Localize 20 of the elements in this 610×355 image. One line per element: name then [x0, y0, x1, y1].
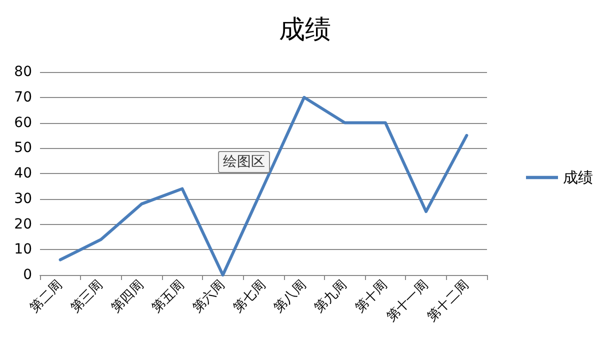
- y-tick-label: 10: [14, 242, 32, 258]
- legend-label: 成绩: [563, 168, 593, 186]
- y-tick-label: 70: [14, 89, 32, 106]
- y-tick-label: 30: [14, 190, 32, 207]
- line-series: [58, 96, 468, 276]
- x-tick-label: 第五周: [149, 278, 188, 316]
- x-tick-label: 第七周: [230, 278, 269, 316]
- y-tick-label: 60: [14, 114, 32, 131]
- x-tick-label: 第六周: [190, 278, 228, 316]
- y-tick-label: 0: [23, 267, 32, 283]
- y-tick-label: 40: [14, 166, 32, 182]
- annotation: 绘图区: [218, 151, 270, 173]
- x-tick-label: 第九周: [312, 278, 350, 316]
- x-tick-label: 第八周: [271, 278, 310, 316]
- y-tick-label: 20: [14, 216, 32, 232]
- x-tick-label: 第三周: [68, 278, 106, 316]
- chart-title: 成绩: [279, 15, 331, 45]
- x-tick-label: 第四周: [108, 278, 147, 316]
- y-tick-label: 80: [14, 64, 32, 80]
- y-tick-label: 50: [14, 140, 32, 156]
